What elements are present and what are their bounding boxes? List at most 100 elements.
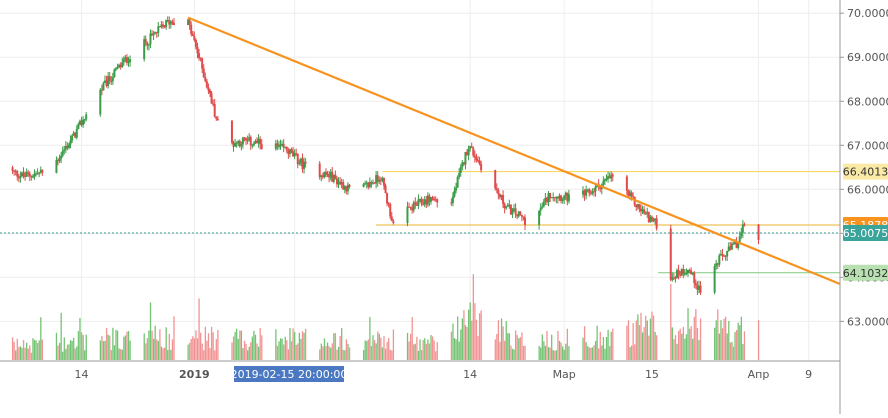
volume-bar <box>162 348 164 360</box>
candle-up <box>683 273 686 275</box>
volume-bar <box>732 346 735 360</box>
x-tick-label: 2019 <box>179 368 210 381</box>
volume-bar <box>596 325 598 360</box>
volume-bar <box>547 347 550 360</box>
volume-bar <box>206 340 208 360</box>
candle-up <box>241 137 244 145</box>
volume-bar <box>13 341 15 360</box>
volume-bar <box>149 302 152 360</box>
candle-down <box>433 198 436 200</box>
candle-up <box>740 232 743 237</box>
volume-bar <box>605 337 608 360</box>
volume-bar <box>676 343 678 360</box>
volume-bar <box>696 327 699 360</box>
volume-bar <box>26 342 28 360</box>
candle-down <box>729 246 732 250</box>
candle-up <box>558 195 561 199</box>
volume-bar <box>420 350 423 360</box>
volume-bar <box>638 325 641 360</box>
volume-bar <box>742 344 744 360</box>
candle-up <box>563 195 566 200</box>
price-label-box-0 <box>843 163 888 180</box>
volume-bar <box>210 326 213 360</box>
candle-down <box>163 25 166 28</box>
trendline[interactable] <box>187 16 841 285</box>
candle-down <box>230 120 233 143</box>
volume-bar <box>250 342 252 360</box>
candle-down <box>647 211 650 222</box>
volume-bar <box>278 341 280 360</box>
candle-down <box>494 170 497 189</box>
x-tick-label: Мар <box>553 368 576 381</box>
candle-up <box>368 182 371 188</box>
candle-down <box>158 26 161 28</box>
volume-bar <box>607 329 609 360</box>
candle-down <box>204 77 207 82</box>
candle-up <box>63 149 66 151</box>
volume-bar <box>165 327 167 360</box>
volume-bar <box>35 340 37 360</box>
volume-bar <box>726 333 728 360</box>
volume-bar <box>15 350 17 360</box>
candle-up <box>246 140 249 142</box>
y-tick-label: 69.0000 <box>847 51 888 64</box>
candle-up <box>455 187 458 191</box>
volume-bar <box>587 346 589 360</box>
candle-down <box>243 137 246 139</box>
volume-bar <box>107 334 109 360</box>
volume-bar <box>391 350 393 360</box>
candle-up <box>464 152 467 165</box>
volume-bar <box>115 329 117 360</box>
candle-down <box>588 189 591 194</box>
volume-bar <box>626 325 628 360</box>
candle-up <box>417 199 420 206</box>
volume-bar <box>554 350 556 360</box>
candle-down <box>669 228 672 280</box>
candle-up <box>541 206 544 208</box>
candle-up <box>107 76 110 87</box>
candle-down <box>172 22 175 25</box>
candle-down <box>632 196 635 198</box>
volume-bar <box>242 348 244 360</box>
candle-down <box>24 176 27 178</box>
candle-down <box>387 203 390 205</box>
volume-bar <box>231 342 233 360</box>
candle-up <box>538 210 541 225</box>
volume-bar <box>377 331 379 360</box>
volume-bar <box>504 340 506 360</box>
volume-bar <box>450 331 453 360</box>
candle-up <box>160 24 163 28</box>
volume-bar <box>344 350 346 360</box>
y-tick-label: 66.0000 <box>847 183 888 196</box>
volume-bar <box>734 332 736 360</box>
candle-up <box>636 204 639 208</box>
candle-down <box>478 160 481 164</box>
trendline-group[interactable] <box>187 16 841 285</box>
candle-down <box>11 167 14 171</box>
candle-down <box>693 272 696 284</box>
volume-bar <box>300 338 302 360</box>
candle-up <box>607 176 610 179</box>
volume-bar <box>413 344 415 360</box>
candle-up <box>187 19 190 25</box>
candle-down <box>216 118 219 121</box>
volume-bar <box>690 326 692 360</box>
volume-bar <box>330 347 332 360</box>
candle-up <box>332 174 335 182</box>
candle-up <box>35 173 38 175</box>
volume-bar <box>731 341 733 360</box>
volume-bar <box>11 337 14 360</box>
volume-bar <box>552 350 554 360</box>
candle-down <box>408 206 411 208</box>
candle-down <box>232 142 235 147</box>
candle-down <box>205 81 208 88</box>
volume-bar <box>740 316 742 360</box>
candle-down <box>674 277 677 279</box>
candle-up <box>274 143 277 149</box>
candle-up <box>610 174 613 179</box>
volume-bar <box>33 339 36 360</box>
candle-up <box>116 67 119 69</box>
candle-up <box>730 243 733 250</box>
